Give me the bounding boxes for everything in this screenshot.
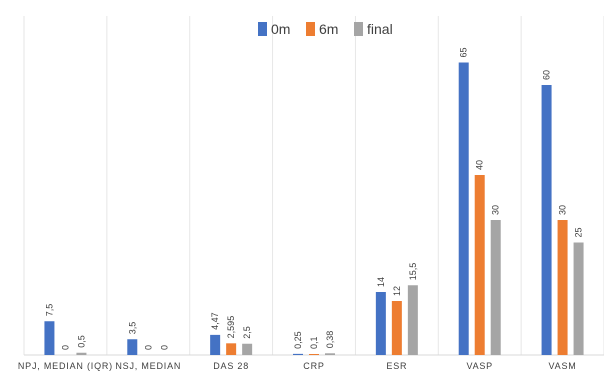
bar-final-5: [490, 220, 501, 355]
data-label-0m-3: 0,25: [293, 331, 303, 349]
data-label-6m-4: 12: [392, 286, 402, 296]
bars: [44, 62, 584, 355]
bar-6m-2: [226, 343, 237, 355]
data-label-6m-0: 0: [60, 345, 70, 350]
legend: 0m 6m final: [258, 21, 393, 37]
data-label-6m-5: 40: [475, 160, 485, 170]
bar-final-4: [407, 285, 418, 355]
bar-0m-2: [210, 334, 221, 355]
legend-swatch-final: [354, 22, 363, 36]
data-label-final-3: 0,38: [325, 331, 335, 349]
category-label-3: CRP: [303, 361, 324, 371]
data-label-final-0: 0,5: [76, 335, 86, 348]
legend-swatch-0m: [258, 22, 267, 36]
data-label-final-4: 15,5: [408, 263, 418, 281]
data-label-final-5: 30: [491, 205, 501, 215]
category-label-2: DAS 28: [213, 361, 249, 371]
category-label-6: VASM: [549, 361, 577, 371]
data-label-0m-4: 14: [376, 277, 386, 287]
data-label-0m-2: 4,47: [210, 312, 220, 330]
category-label-4: ESR: [386, 361, 407, 371]
bar-6m-5: [474, 175, 485, 355]
data-label-6m-6: 30: [558, 205, 568, 215]
data-label-0m-6: 60: [542, 70, 552, 80]
legend-label-6m: 6m: [319, 21, 338, 37]
legend-swatch-6m: [306, 22, 315, 36]
legend-label-0m: 0m: [271, 21, 290, 37]
bar-6m-3: [309, 354, 319, 355]
category-label-1: NSJ, MEDIAN: [115, 361, 181, 371]
data-label-0m-5: 65: [459, 47, 469, 57]
data-label-0m-1: 3,5: [127, 322, 137, 335]
category-labels: NPJ, MEDIAN (IQR) NSJ, MEDIAN DAS 28 CRP ESR…: [18, 361, 577, 371]
data-label-final-6: 25: [574, 227, 584, 237]
bar-0m-1: [127, 339, 138, 355]
data-label-6m-2: 2,595: [226, 316, 236, 339]
category-label-0: NPJ, MEDIAN (IQR): [18, 361, 113, 371]
legend-label-final: final: [367, 21, 393, 37]
bar-final-0: [76, 352, 87, 355]
data-label-final-2: 2,5: [242, 326, 252, 339]
bar-0m-0: [44, 321, 55, 355]
data-label-6m-3: 0,1: [309, 336, 319, 349]
bar-final-3: [325, 353, 335, 355]
bar-final-2: [242, 343, 253, 355]
bar-0m-4: [375, 292, 386, 355]
bar-0m-5: [458, 62, 469, 355]
bar-0m-6: [541, 85, 552, 355]
category-label-5: VASP: [466, 361, 493, 371]
bar-6m-4: [391, 301, 402, 355]
data-label-6m-1: 0: [143, 345, 153, 350]
bar-final-6: [573, 242, 584, 355]
data-labels: 7,5 0 0,5 3,5 0 0 4,47 2,595 2,5 0,25 0,1 0,38 14 12 1…: [44, 47, 583, 350]
bar-6m-6: [557, 220, 568, 355]
category-separators: [23, 16, 604, 355]
bar-0m-3: [293, 353, 303, 355]
data-label-0m-0: 7,5: [44, 304, 54, 317]
data-label-final-1: 0: [159, 345, 169, 350]
